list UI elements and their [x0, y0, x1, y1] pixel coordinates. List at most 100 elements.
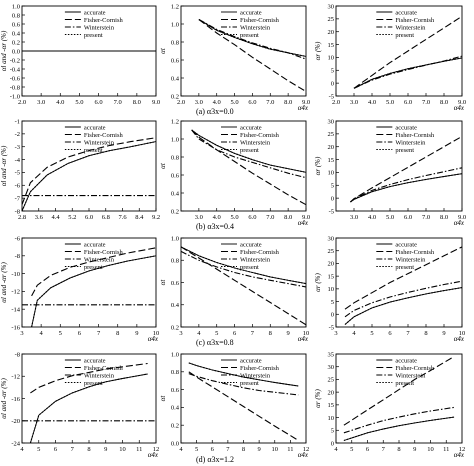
plot-frame: [335, 5, 463, 97]
y-tick-label: -0.8: [10, 84, 20, 91]
panel-b-right: 3.0 4.0 5.0 6.0 7.0 8.0 9.0 30 25 20 15 10 5 0 -5 αr (%…: [314, 118, 466, 227]
legend-label: Winterstein: [84, 24, 115, 31]
series-line-present: [344, 287, 462, 325]
x-tick-label: 5: [350, 446, 353, 453]
x-tick-label: 6: [54, 446, 58, 453]
x-tick-label: 5: [370, 330, 373, 337]
y-axis-label: αr (%): [314, 273, 322, 292]
y-tick-label: -16: [11, 396, 20, 403]
y-tick-label: 1.2: [171, 118, 179, 125]
series-line-fisher-cornish: [188, 371, 299, 441]
x-tick-label: 2.0: [177, 99, 185, 106]
y-tick-label: -8: [15, 253, 20, 260]
y-tick-label: 25: [328, 248, 335, 255]
x-tick-label: 6.0: [248, 99, 256, 106]
y-tick-label: -14: [11, 307, 20, 314]
series-line-present: [343, 416, 455, 442]
x-tick-label: 9.0: [152, 99, 160, 106]
x-tick-label: 3: [179, 330, 182, 337]
y-axis-label: αt: [159, 47, 167, 54]
series-line-fisher-cornish: [22, 137, 156, 205]
y-tick-label: 35: [328, 351, 335, 358]
y-tick-label: -5: [329, 324, 334, 331]
legend-label: present: [240, 380, 259, 387]
y-tick-label: 25: [328, 16, 335, 23]
y-tick-label: -0.4: [10, 66, 21, 73]
x-tick-label: 5.0: [231, 214, 239, 221]
x-tick-label: 9.0: [458, 214, 466, 221]
series-line-present: [181, 246, 306, 285]
legend-label: present: [395, 147, 414, 154]
legend-label: Winterstein: [84, 256, 115, 263]
legend-label: accurate: [240, 124, 262, 131]
x-tick-label: 9: [258, 446, 261, 453]
x-tick-label: 5.0: [386, 99, 394, 106]
series-line-present: [353, 57, 462, 89]
y-tick-label: 0.6: [171, 387, 180, 394]
legend-label: present: [395, 32, 414, 39]
x-tick-label: 5.0: [75, 99, 83, 106]
x-tick-label: 6: [78, 330, 82, 337]
panel-b-left: 2.8 3.6 4.4 5.2 6.0 6.8 7.6 8.4 9.2 -1 -2 -3 -4 -5 -6 -…: [0, 118, 160, 221]
panel-d-left: 4 5 6 7 8 9 10 11 12 -8 -12 -16 -20 -24 αl and -αr (%)…: [0, 351, 159, 459]
x-tick-label: 3.0: [195, 99, 203, 106]
y-tick-label: 0.6: [171, 280, 180, 287]
panel-a-right: 2.0 3.0 4.0 5.0 6.0 7.0 8.0 9.0 30 25 20 15 10 5 0 -5 αr…: [314, 3, 466, 112]
x-tick-label: 9: [442, 330, 445, 337]
legend-label: Winterstein: [395, 372, 426, 379]
legend-label: accurate: [395, 357, 417, 364]
y-axis-label: αl and -αr (%): [0, 145, 8, 186]
x-axis-label: α4x: [298, 104, 309, 112]
y-tick-label: -6: [15, 183, 21, 190]
x-tick-label: 6.0: [95, 99, 103, 106]
x-tick-label: 10: [119, 446, 126, 453]
plot-frame: [180, 120, 307, 212]
x-tick-label: 6: [388, 330, 392, 337]
y-axis-label: αl and -αr (%): [0, 30, 8, 71]
series-line-winterstein: [191, 129, 306, 179]
x-tick-label: 7.0: [266, 214, 274, 221]
x-axis-label: α4x: [454, 219, 465, 227]
y-tick-label: 10: [328, 55, 335, 62]
y-tick-label: 25: [328, 131, 335, 138]
y-tick-label: 10: [328, 286, 335, 293]
y-tick-label: 0: [331, 312, 334, 319]
series-line-fisher-cornish: [350, 135, 462, 203]
x-tick-label: 8: [397, 446, 400, 453]
y-tick-label: 0.2: [12, 39, 20, 46]
x-tick-label: 3.0: [195, 214, 203, 221]
x-tick-label: 7.0: [422, 214, 430, 221]
x-tick-label: 5.2: [68, 214, 76, 221]
x-tick-label: 4.0: [368, 99, 376, 106]
x-tick-label: 7.6: [118, 214, 127, 221]
series-line-winterstein: [344, 280, 462, 318]
legend-label: present: [84, 264, 103, 271]
legend-label: Winterstein: [240, 372, 271, 379]
y-tick-label: 1.0: [171, 351, 179, 358]
x-tick-label: 8: [269, 330, 272, 337]
y-tick-label: 1.2: [171, 3, 179, 10]
series-line-fisher-cornish: [191, 129, 306, 206]
y-tick-label: 5: [331, 183, 334, 190]
x-tick-label: 8: [242, 446, 245, 453]
x-tick-label: 7: [251, 330, 255, 337]
legend-label: accurate: [84, 124, 106, 131]
y-tick-label: 30: [328, 118, 335, 125]
x-tick-label: 3.0: [350, 99, 358, 106]
x-tick-label: 9: [104, 446, 107, 453]
series-line-winterstein: [198, 19, 306, 60]
legend-label: Fisher-Cornish: [240, 132, 280, 139]
x-tick-label: 4.0: [368, 214, 376, 221]
x-tick-label: 10: [459, 330, 466, 337]
x-tick-label: 8.4: [135, 214, 144, 221]
x-tick-label: 11: [136, 446, 142, 453]
caption-d: (d) α3x=1.2: [196, 455, 235, 464]
legend-label: accurate: [395, 9, 417, 16]
x-tick-label: 5.0: [231, 99, 239, 106]
x-tick-label: 3.0: [350, 214, 358, 221]
panel-d-right: 4 5 6 7 8 9 10 11 12 35 30 25 20 15 10 5 0 αr (%) α4x accur…: [314, 351, 465, 459]
x-tick-label: 6.0: [248, 214, 256, 221]
y-axis-label: αr (%): [314, 156, 322, 175]
x-tick-label: 8.0: [284, 214, 292, 221]
x-tick-label: 7: [382, 446, 386, 453]
